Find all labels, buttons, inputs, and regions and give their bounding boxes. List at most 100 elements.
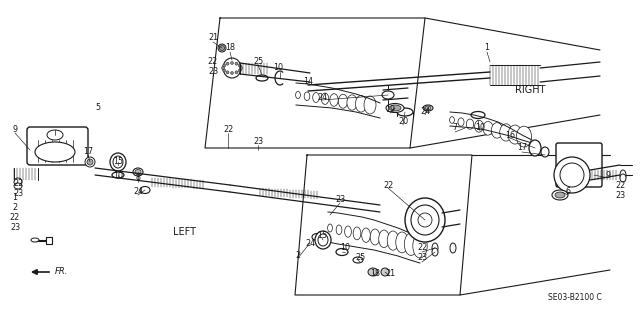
Ellipse shape [467,119,474,129]
Ellipse shape [135,169,141,174]
Ellipse shape [133,168,143,176]
Ellipse shape [336,225,342,234]
Text: 20: 20 [398,118,408,127]
Ellipse shape [541,147,549,157]
Ellipse shape [355,95,367,112]
Text: 23: 23 [208,67,218,77]
Text: 24: 24 [317,92,327,101]
Text: 8: 8 [136,174,141,183]
Text: 10: 10 [273,63,283,72]
Text: 23: 23 [13,188,23,197]
Text: 1: 1 [13,193,17,202]
Text: 23: 23 [10,224,20,233]
Ellipse shape [330,94,338,106]
Ellipse shape [564,178,572,186]
Ellipse shape [389,105,401,111]
Text: 23: 23 [615,191,625,199]
FancyBboxPatch shape [556,143,602,187]
Ellipse shape [230,72,234,75]
Ellipse shape [238,69,241,72]
Ellipse shape [35,142,75,162]
Ellipse shape [620,174,626,182]
Ellipse shape [313,93,319,102]
Text: 24: 24 [305,239,315,248]
Text: 22: 22 [615,180,625,189]
Text: 14: 14 [303,77,313,86]
Ellipse shape [483,122,493,135]
Ellipse shape [413,234,428,258]
Text: RIGHT: RIGHT [515,85,545,95]
Ellipse shape [223,58,241,78]
Text: 21: 21 [385,268,395,277]
Ellipse shape [554,157,590,193]
Ellipse shape [516,126,532,147]
Ellipse shape [432,248,438,256]
Ellipse shape [14,183,22,189]
Ellipse shape [220,45,225,50]
Text: 6: 6 [566,188,570,197]
Ellipse shape [552,190,568,200]
Ellipse shape [387,231,399,250]
Text: 22: 22 [223,126,233,134]
Text: 22: 22 [417,244,427,253]
Text: 22: 22 [208,58,218,67]
Ellipse shape [140,187,150,193]
Text: 15: 15 [317,230,327,239]
Ellipse shape [555,192,565,198]
Text: 25: 25 [355,253,365,262]
Text: 18: 18 [225,44,235,53]
Ellipse shape [312,234,322,240]
Ellipse shape [382,91,394,99]
Text: 25: 25 [253,58,263,67]
Text: 22: 22 [383,180,393,189]
Text: 9: 9 [12,126,17,134]
Ellipse shape [85,157,95,167]
Ellipse shape [110,153,126,171]
Text: SE03-B2100 C: SE03-B2100 C [548,293,602,301]
Text: 24: 24 [420,108,430,117]
Ellipse shape [565,167,575,177]
Ellipse shape [328,224,332,232]
Text: 23: 23 [253,137,263,146]
Text: 22: 22 [10,213,20,222]
Ellipse shape [405,198,445,242]
Text: 2: 2 [296,250,301,259]
Ellipse shape [620,170,626,180]
Ellipse shape [396,232,408,253]
Text: 24: 24 [133,188,143,197]
Ellipse shape [223,64,226,67]
Ellipse shape [500,124,512,141]
Ellipse shape [239,67,243,69]
Text: 17: 17 [83,147,93,156]
Ellipse shape [423,105,433,111]
Ellipse shape [226,71,229,74]
Ellipse shape [235,71,238,74]
Ellipse shape [344,226,351,237]
Text: 23: 23 [335,196,345,205]
Ellipse shape [304,92,310,100]
Ellipse shape [404,233,418,255]
Ellipse shape [432,243,438,253]
Ellipse shape [353,227,361,240]
Ellipse shape [381,268,389,276]
Ellipse shape [347,95,357,110]
Ellipse shape [508,125,522,144]
Ellipse shape [492,123,502,138]
Ellipse shape [475,120,483,132]
Ellipse shape [450,243,456,253]
Ellipse shape [223,69,226,72]
Ellipse shape [425,106,431,110]
FancyBboxPatch shape [27,127,88,165]
Text: 10: 10 [113,170,123,179]
Text: 21: 21 [208,34,218,43]
Ellipse shape [321,93,329,104]
Text: 1: 1 [484,44,490,53]
Ellipse shape [362,228,371,242]
Text: 15: 15 [113,157,123,166]
Ellipse shape [31,238,39,242]
Text: 23: 23 [417,253,427,262]
Text: 10: 10 [475,123,485,132]
Ellipse shape [370,229,380,245]
Ellipse shape [353,257,363,263]
Ellipse shape [14,178,22,186]
